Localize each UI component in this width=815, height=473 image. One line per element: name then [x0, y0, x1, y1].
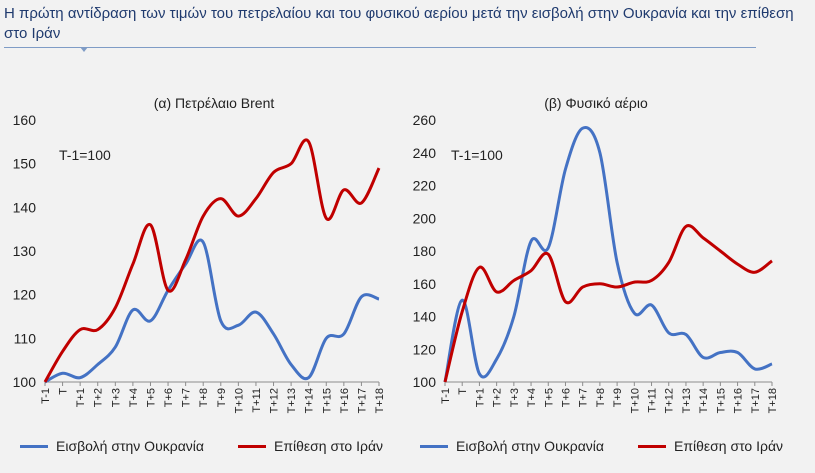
x-tick-label: T+17 — [750, 388, 762, 413]
x-tick-label: T+11 — [647, 388, 659, 413]
y-tick-label: 140 — [13, 199, 37, 215]
x-tick-label: T+12 — [664, 388, 676, 413]
y-tick-label: 180 — [413, 243, 437, 259]
x-tick-label: T+1 — [474, 388, 486, 407]
x-tick-label: T+12 — [269, 388, 281, 413]
x-tick-label: T+8 — [198, 388, 210, 407]
y-tick-label: 220 — [413, 178, 437, 194]
legend-left: Εισβολή στην Ουκρανία Επίθεση στο Ιράν — [20, 438, 383, 454]
x-tick-label: T — [58, 388, 70, 395]
x-tick-label: T+3 — [110, 388, 122, 407]
x-tick-label: T+6 — [560, 388, 572, 407]
series-line — [43, 138, 381, 383]
x-tick-label: T+16 — [733, 388, 745, 413]
x-tick-label: T+4 — [526, 388, 538, 407]
legend-label-ukraine: Εισβολή στην Ουκρανία — [456, 438, 604, 454]
y-tick-label: 100 — [413, 374, 437, 390]
x-tick-label: T-1 — [440, 388, 452, 404]
x-tick-label: T+13 — [681, 388, 693, 413]
series-line — [443, 126, 773, 383]
x-tick-label: T+18 — [374, 388, 386, 413]
x-tick-label: T+17 — [356, 388, 368, 413]
x-tick-label: T+9 — [612, 388, 624, 407]
chart-annotation: T-1=100 — [59, 147, 111, 163]
x-tick-label: T+8 — [595, 388, 607, 407]
y-tick-label: 200 — [413, 210, 437, 226]
y-tick-label: 110 — [14, 330, 37, 346]
x-tick-label: T+5 — [543, 388, 555, 407]
x-tick-label: T+18 — [767, 388, 779, 413]
chart-annotation: T-1=100 — [451, 147, 503, 163]
y-tick-label: 120 — [13, 287, 37, 303]
x-tick-label: T+14 — [698, 388, 710, 413]
chart-title: (α) Πετρέλαιο Brent — [154, 95, 275, 111]
y-tick-label: 150 — [13, 156, 37, 172]
y-tick-label: 140 — [413, 309, 437, 325]
page-title: Η πρώτη αντίδραση των τιμών του πετρελαί… — [4, 5, 794, 42]
x-tick-label: T — [457, 388, 469, 395]
y-tick-label: 120 — [413, 341, 437, 357]
y-tick-label: 100 — [13, 374, 37, 390]
x-tick-label: T+9 — [216, 388, 228, 407]
x-tick-label: T+6 — [163, 388, 175, 407]
x-tick-label: T+2 — [492, 388, 504, 407]
legend-right: Εισβολή στην Ουκρανία Επίθεση στο Ιράν — [420, 438, 783, 454]
x-tick-label: T+3 — [509, 388, 521, 407]
legend-swatch-ukraine — [20, 444, 48, 448]
x-tick-label: T+7 — [181, 388, 193, 407]
x-tick-label: T+10 — [629, 388, 641, 413]
y-tick-label: 260 — [413, 112, 437, 128]
chart-title: (β) Φυσικό αέριο — [544, 95, 648, 111]
y-tick-label: 160 — [413, 276, 437, 292]
series-line — [44, 238, 380, 384]
x-tick-label: T+5 — [145, 388, 157, 407]
x-tick-label: T+11 — [251, 388, 263, 413]
legend-label-ukraine: Εισβολή στην Ουκρανία — [56, 438, 204, 454]
series-line — [443, 224, 773, 383]
y-tick-label: 240 — [413, 145, 437, 161]
x-tick-label: T+7 — [578, 388, 590, 407]
legend-swatch-iran — [638, 444, 666, 448]
x-tick-label: T+16 — [339, 388, 351, 413]
x-tick-label: T+1 — [75, 388, 87, 407]
legend-swatch-ukraine — [420, 444, 448, 448]
x-tick-label: T+4 — [128, 388, 140, 407]
x-tick-label: T+15 — [715, 388, 727, 413]
y-tick-label: 130 — [13, 243, 37, 259]
legend-label-iran: Επίθεση στο Ιράν — [674, 438, 784, 454]
legend-label-iran: Επίθεση στο Ιράν — [274, 438, 384, 454]
x-tick-label: T+14 — [304, 388, 316, 413]
x-tick-label: T+15 — [321, 388, 333, 413]
x-tick-label: T-1 — [40, 388, 52, 404]
y-tick-label: 160 — [13, 112, 37, 128]
title-underline — [4, 47, 756, 48]
x-tick-label: T+13 — [286, 388, 298, 413]
legend-swatch-iran — [238, 444, 266, 448]
x-tick-label: T+10 — [233, 388, 245, 413]
title-notch — [80, 47, 88, 52]
x-tick-label: T+2 — [93, 388, 105, 407]
